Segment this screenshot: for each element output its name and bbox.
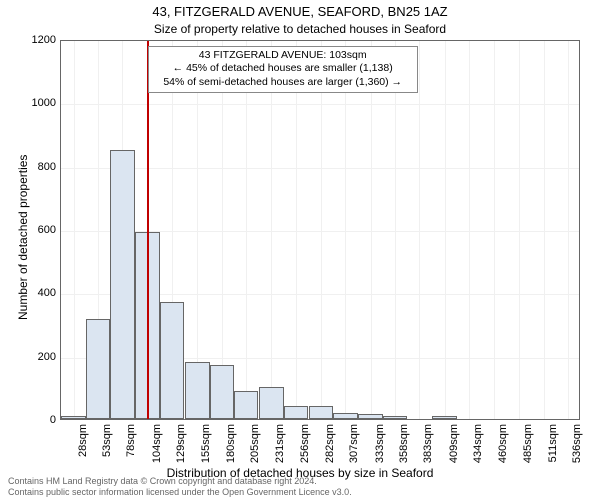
annotation-line: 43 FITZGERALD AVENUE: 103sqm bbox=[155, 49, 411, 63]
histogram-bar bbox=[358, 414, 382, 419]
gridline-v bbox=[345, 41, 346, 419]
x-tick-label: 434sqm bbox=[472, 424, 484, 484]
histogram-bar bbox=[259, 387, 283, 419]
annotation-box: 43 FITZGERALD AVENUE: 103sqm← 45% of det… bbox=[148, 46, 418, 93]
y-tick-label: 200 bbox=[16, 351, 56, 363]
x-tick-label: 358sqm bbox=[398, 424, 410, 484]
y-tick-label: 400 bbox=[16, 287, 56, 299]
x-tick-label: 231sqm bbox=[274, 424, 286, 484]
gridline-v bbox=[246, 41, 247, 419]
gridline-v bbox=[74, 41, 75, 419]
histogram-bar bbox=[86, 319, 110, 419]
chart-title: 43, FITZGERALD AVENUE, SEAFORD, BN25 1AZ bbox=[0, 4, 600, 19]
annotation-line: ← 45% of detached houses are smaller (1,… bbox=[155, 62, 411, 76]
gridline-h bbox=[61, 104, 579, 105]
gridline-v bbox=[321, 41, 322, 419]
y-tick-label: 0 bbox=[16, 414, 56, 426]
gridline-v bbox=[296, 41, 297, 419]
histogram-bar bbox=[383, 416, 407, 419]
gridline-v bbox=[371, 41, 372, 419]
gridline-v bbox=[469, 41, 470, 419]
x-tick-label: 78sqm bbox=[125, 424, 137, 484]
histogram-bar bbox=[284, 406, 308, 419]
x-tick-label: 282sqm bbox=[324, 424, 336, 484]
x-tick-label: 205sqm bbox=[249, 424, 261, 484]
x-tick-label: 409sqm bbox=[448, 424, 460, 484]
x-tick-label: 511sqm bbox=[547, 424, 559, 484]
histogram-bar bbox=[110, 150, 134, 419]
x-tick-label: 256sqm bbox=[299, 424, 311, 484]
plot-area bbox=[60, 40, 580, 420]
x-tick-label: 129sqm bbox=[175, 424, 187, 484]
histogram-bar bbox=[234, 391, 258, 420]
gridline-v bbox=[494, 41, 495, 419]
histogram-bar bbox=[309, 406, 333, 419]
gridline-v bbox=[395, 41, 396, 419]
y-tick-label: 1000 bbox=[16, 97, 56, 109]
y-tick-label: 1200 bbox=[16, 34, 56, 46]
histogram-bar bbox=[432, 416, 456, 419]
footer-line-2: Contains public sector information licen… bbox=[8, 487, 352, 497]
x-tick-label: 333sqm bbox=[374, 424, 386, 484]
x-tick-label: 155sqm bbox=[200, 424, 212, 484]
x-tick-label: 53sqm bbox=[101, 424, 113, 484]
x-tick-label: 180sqm bbox=[225, 424, 237, 484]
x-tick-label: 460sqm bbox=[497, 424, 509, 484]
x-tick-label: 485sqm bbox=[522, 424, 534, 484]
histogram-bar bbox=[333, 413, 357, 419]
annotation-line: 54% of semi-detached houses are larger (… bbox=[155, 76, 411, 90]
x-tick-label: 383sqm bbox=[422, 424, 434, 484]
chart-container: { "chart": { "type": "histogram", "title… bbox=[0, 0, 600, 500]
x-tick-label: 104sqm bbox=[151, 424, 163, 484]
histogram-bar bbox=[160, 302, 184, 419]
histogram-bar bbox=[185, 362, 209, 419]
gridline-v bbox=[544, 41, 545, 419]
y-tick-label: 600 bbox=[16, 224, 56, 236]
y-tick-label: 800 bbox=[16, 161, 56, 173]
histogram-bar bbox=[61, 416, 85, 419]
chart-subtitle: Size of property relative to detached ho… bbox=[0, 22, 600, 36]
x-tick-label: 536sqm bbox=[571, 424, 583, 484]
gridline-v bbox=[419, 41, 420, 419]
x-tick-label: 307sqm bbox=[348, 424, 360, 484]
x-tick-label: 28sqm bbox=[77, 424, 89, 484]
gridline-v bbox=[519, 41, 520, 419]
histogram-bar bbox=[210, 365, 234, 419]
gridline-v bbox=[445, 41, 446, 419]
gridline-v bbox=[271, 41, 272, 419]
gridline-v bbox=[222, 41, 223, 419]
marker-line bbox=[147, 41, 149, 419]
gridline-h bbox=[61, 168, 579, 169]
gridline-v bbox=[568, 41, 569, 419]
